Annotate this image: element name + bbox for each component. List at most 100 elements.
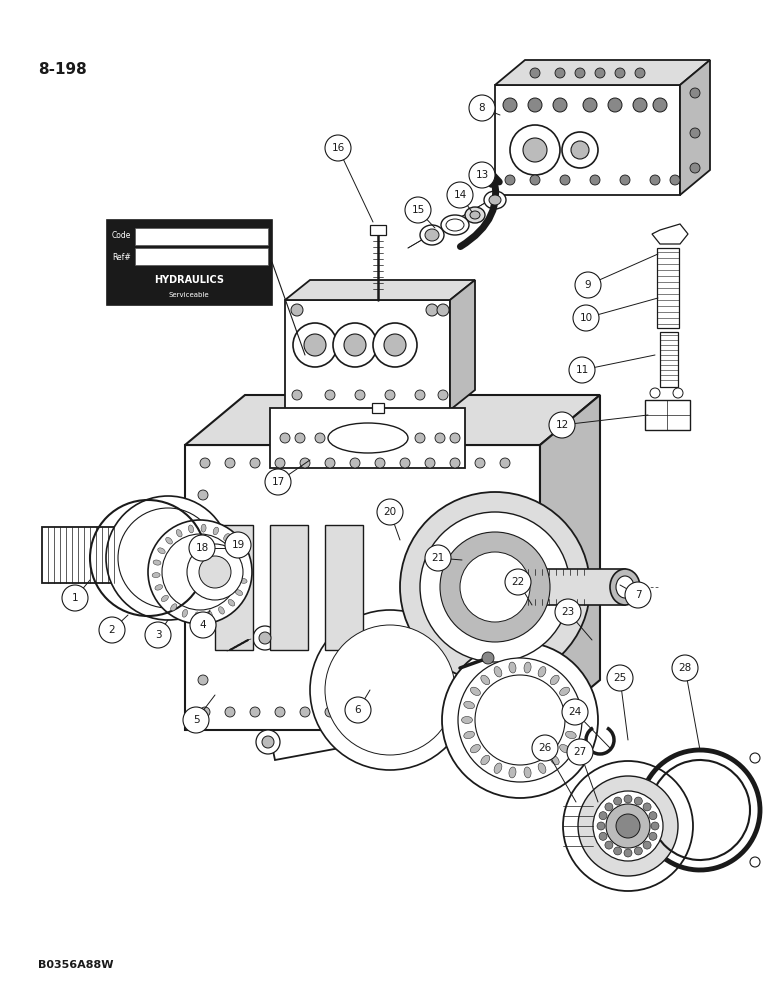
Bar [42, 527, 127, 583]
Circle shape [643, 803, 651, 811]
Circle shape [415, 390, 425, 400]
Text: 20: 20 [384, 507, 396, 517]
Circle shape [475, 707, 485, 717]
Ellipse shape [213, 527, 218, 535]
Circle shape [651, 822, 659, 830]
Circle shape [325, 707, 335, 717]
Circle shape [344, 334, 366, 356]
Ellipse shape [207, 611, 212, 619]
Circle shape [425, 707, 435, 717]
Ellipse shape [158, 548, 165, 554]
Circle shape [599, 812, 607, 820]
Ellipse shape [462, 716, 473, 724]
Circle shape [649, 812, 657, 820]
Ellipse shape [464, 731, 474, 739]
Circle shape [350, 458, 360, 468]
Circle shape [280, 433, 290, 443]
Polygon shape [185, 395, 600, 445]
Circle shape [106, 496, 230, 620]
Ellipse shape [420, 225, 444, 245]
Ellipse shape [494, 667, 502, 677]
Circle shape [635, 68, 645, 78]
Circle shape [583, 98, 597, 112]
Circle shape [750, 753, 760, 763]
Circle shape [187, 544, 243, 600]
Ellipse shape [524, 767, 531, 778]
Ellipse shape [176, 530, 182, 537]
Bar [107, 220, 272, 305]
Ellipse shape [566, 731, 576, 739]
Circle shape [190, 612, 216, 638]
Text: 24: 24 [569, 707, 582, 717]
Circle shape [225, 707, 235, 717]
Circle shape [597, 822, 605, 830]
Ellipse shape [489, 195, 501, 205]
Bar [660, 332, 678, 387]
Circle shape [62, 585, 88, 611]
Text: 8: 8 [479, 103, 485, 113]
Polygon shape [540, 395, 600, 730]
Circle shape [523, 138, 547, 162]
Circle shape [500, 707, 510, 717]
Ellipse shape [232, 543, 239, 549]
Ellipse shape [550, 755, 559, 765]
Circle shape [625, 582, 651, 608]
Circle shape [385, 390, 395, 400]
Text: 21: 21 [431, 553, 445, 563]
Ellipse shape [224, 534, 230, 541]
Ellipse shape [494, 763, 502, 773]
Circle shape [395, 433, 405, 443]
Circle shape [293, 323, 337, 367]
Circle shape [624, 795, 632, 803]
Circle shape [620, 175, 630, 185]
Circle shape [325, 625, 455, 755]
Text: HYDRAULICS: HYDRAULICS [154, 275, 224, 285]
Circle shape [643, 841, 651, 849]
Text: 25: 25 [613, 673, 626, 683]
Circle shape [469, 95, 495, 121]
Ellipse shape [152, 573, 160, 578]
Circle shape [189, 535, 215, 561]
Circle shape [275, 458, 285, 468]
Text: 17: 17 [271, 477, 285, 487]
Circle shape [560, 175, 570, 185]
Circle shape [503, 98, 517, 112]
Ellipse shape [153, 560, 161, 565]
Bar [270, 525, 308, 650]
Circle shape [438, 390, 448, 400]
Circle shape [690, 163, 700, 173]
Bar [657, 248, 679, 328]
Ellipse shape [441, 215, 469, 235]
Circle shape [355, 390, 365, 400]
Circle shape [325, 135, 351, 161]
Text: 16: 16 [332, 143, 345, 153]
Text: 5: 5 [193, 715, 200, 725]
Circle shape [315, 433, 325, 443]
Circle shape [200, 707, 210, 717]
Circle shape [291, 304, 303, 316]
Ellipse shape [509, 767, 516, 778]
Circle shape [198, 490, 208, 500]
Circle shape [442, 642, 598, 798]
Bar [135, 228, 268, 245]
Ellipse shape [182, 609, 187, 617]
Polygon shape [495, 60, 710, 85]
Circle shape [750, 857, 760, 867]
Ellipse shape [538, 763, 546, 773]
Circle shape [355, 433, 365, 443]
Text: Ref#: Ref# [112, 252, 131, 261]
Circle shape [475, 458, 485, 468]
Circle shape [335, 433, 345, 443]
Circle shape [690, 88, 700, 98]
Ellipse shape [480, 755, 490, 765]
Circle shape [375, 707, 385, 717]
Circle shape [633, 98, 647, 112]
Circle shape [608, 98, 622, 112]
Text: 13: 13 [475, 170, 488, 180]
Circle shape [510, 125, 560, 175]
Circle shape [571, 141, 589, 159]
Ellipse shape [470, 744, 480, 753]
Circle shape [653, 98, 667, 112]
Text: 27: 27 [573, 747, 587, 757]
Text: 10: 10 [580, 313, 593, 323]
